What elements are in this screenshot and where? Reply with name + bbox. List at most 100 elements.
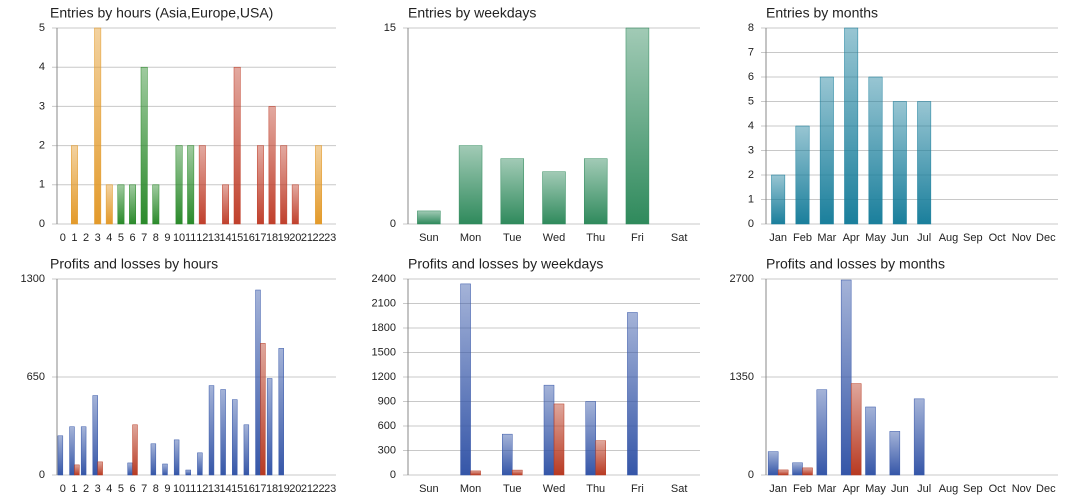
bar [802,467,813,476]
bar [105,184,113,225]
bar [844,27,859,225]
x-tick-label: Sat [671,232,688,244]
bar [865,406,876,476]
y-tick-label: 1350 [730,371,754,383]
y-tick-label: 0 [748,218,754,230]
y-tick-label: 650 [27,371,45,383]
y-tick-label: 3 [748,144,754,156]
x-tick-label: May [865,232,886,244]
bar [278,348,284,476]
x-tick-label: Thu [586,483,605,495]
bar [220,389,226,476]
bar [197,452,203,476]
bar [767,451,779,476]
x-tick-label: 15 [231,483,243,495]
y-tick-label: 1200 [372,371,396,383]
y-tick-label: 0 [390,469,396,481]
x-tick-label: Feb [793,232,812,244]
x-tick-label: 2 [83,483,89,495]
x-tick-label: 18 [266,232,278,244]
bar [460,283,471,476]
bar [222,184,230,225]
x-tick-label: 4 [106,483,112,495]
x-tick-label: 19 [278,232,290,244]
bar [152,184,160,225]
x-tick-label: Thu [586,232,605,244]
bar [150,443,157,476]
chart-title: Profits and losses by hours [50,256,218,272]
bar [140,66,148,225]
bar [917,101,932,225]
x-tick-label: 12 [196,483,208,495]
bar [266,378,273,476]
bar [583,158,608,225]
x-tick-label: 6 [130,483,136,495]
x-tick-label: 1 [71,232,77,244]
chart-title: Profits and losses by weekdays [408,256,603,272]
y-tick-label: 7 [748,46,754,58]
bar [69,426,75,476]
y-tick-label: 1 [748,193,754,205]
x-tick-label: Aug [939,483,959,495]
bar [70,145,78,225]
x-tick-label: Fri [631,232,644,244]
chart-title: Entries by hours (Asia,Europe,USA) [50,5,273,21]
bar [315,145,323,225]
x-tick-label: Apr [843,483,860,495]
x-tick-label: 3 [95,232,101,244]
x-tick-label: 0 [60,232,66,244]
bar [627,312,638,476]
bar [502,433,513,476]
bar [417,210,441,225]
x-tick-label: Mar [817,483,836,495]
bar [255,289,261,476]
y-tick-label: 0 [39,469,45,481]
y-tick-label: 0 [748,469,754,481]
bar [795,125,810,225]
y-tick-label: 2 [39,140,45,152]
x-tick-label: 14 [219,483,231,495]
x-tick-label: 6 [130,232,136,244]
y-tick-label: 4 [748,120,754,132]
y-tick-label: 15 [384,22,396,34]
x-tick-label: 11 [185,232,196,244]
x-tick-label: 16 [243,483,255,495]
x-tick-label: 1 [71,483,77,495]
bar [840,279,852,476]
bar [585,401,596,476]
x-tick-label: 16 [243,232,255,244]
x-tick-label: Sat [671,483,688,495]
x-tick-label: Mon [460,483,481,495]
x-tick-label: 2 [83,232,89,244]
x-tick-label: 7 [141,483,147,495]
bar [268,106,276,225]
x-tick-label: 5 [118,232,124,244]
bar [553,403,565,476]
bar [74,464,80,476]
bar [57,435,64,476]
bar [543,384,555,476]
x-tick-label: 20 [289,483,301,495]
bar [173,439,180,476]
x-tick-label: Dec [1036,232,1056,244]
bar [94,27,102,225]
x-tick-label: Apr [843,232,860,244]
y-tick-label: 1300 [21,273,45,285]
x-tick-label: 0 [60,483,66,495]
x-tick-label: Jul [917,232,931,244]
bar [198,145,206,225]
x-tick-label: 22 [312,483,324,495]
x-tick-label: Sep [963,232,983,244]
bar [470,470,481,476]
bar [132,424,138,476]
y-tick-label: 3 [39,100,45,112]
x-tick-label: Feb [793,483,812,495]
x-tick-label: Jan [769,232,787,244]
bar [850,383,862,476]
bar [256,145,264,225]
x-tick-label: 9 [164,232,170,244]
x-tick-label: 18 [266,483,278,495]
x-tick-label: Wed [543,232,565,244]
y-tick-label: 2700 [730,273,754,285]
chart-title: Entries by weekdays [408,5,536,21]
